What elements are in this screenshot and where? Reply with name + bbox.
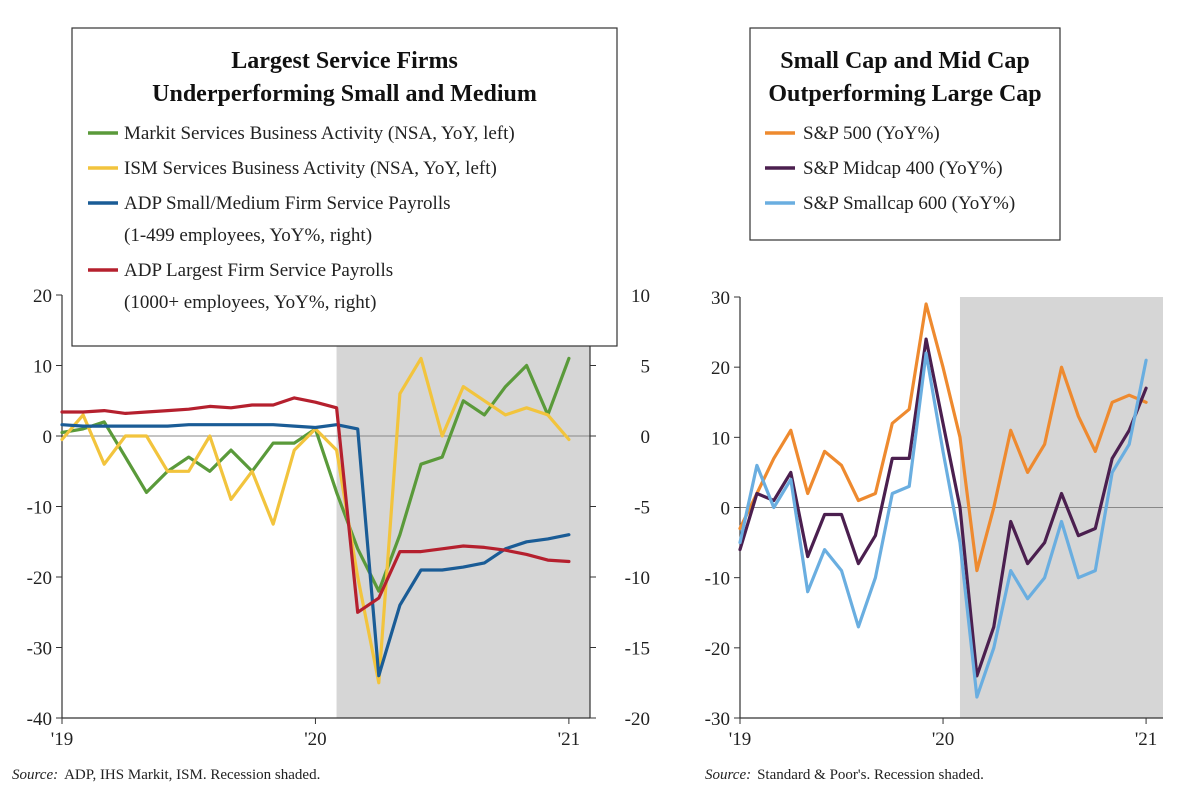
- left-y-tick-label: -40: [27, 709, 52, 730]
- right-y-tick-label: 0: [641, 427, 651, 448]
- series-line-1: [738, 337, 1148, 678]
- chart-title-line: Largest Service Firms: [231, 48, 458, 74]
- left-y-tick-label: 10: [33, 357, 52, 378]
- x-tick-label: '20: [304, 729, 326, 750]
- x-tick-label: '19: [729, 729, 751, 750]
- right-y-tick-label: -20: [625, 709, 650, 730]
- left-y-tick-label: 10: [711, 428, 730, 449]
- chart-title-line: Underperforming Small and Medium: [152, 81, 537, 107]
- left-y-tick-label: -10: [27, 498, 52, 519]
- right-y-tick-label: -10: [625, 568, 650, 589]
- source-label: Source:: [705, 767, 751, 783]
- x-tick-label: '21: [558, 729, 580, 750]
- left-y-tick-label: 0: [43, 427, 53, 448]
- left-y-tick-label: 0: [721, 499, 731, 520]
- legend-label-0: S&P 500 (YoY%): [803, 123, 940, 144]
- series-line-2: [738, 351, 1148, 699]
- source-note: Source: ADP, IHS Markit, ISM. Recession s…: [12, 767, 320, 783]
- chart-title-line: Outperforming Large Cap: [768, 81, 1041, 107]
- legend-label-2: ADP Small/Medium Firm Service Payrolls: [124, 193, 451, 214]
- left-y-tick-label: -10: [705, 569, 730, 590]
- left-y-tick-label: -20: [705, 639, 730, 660]
- legend-label-3-line2: (1000+ employees, YoY%, right): [124, 292, 376, 313]
- series-line-2: [60, 423, 571, 678]
- chart-title-line: Small Cap and Mid Cap: [780, 48, 1029, 74]
- legend-box: [749, 27, 1061, 241]
- x-tick-label: '21: [1135, 729, 1157, 750]
- right-y-tick-label: -5: [634, 498, 650, 519]
- legend-label-1: S&P Midcap 400 (YoY%): [803, 158, 1003, 179]
- left-y-tick-label: -30: [27, 639, 52, 660]
- legend-label-1: ISM Services Business Activity (NSA, YoY…: [124, 158, 497, 179]
- source-text: Standard & Poor's. Recession shaded.: [757, 767, 984, 783]
- source-text: ADP, IHS Markit, ISM. Recession shaded.: [64, 767, 320, 783]
- left-y-tick-label: 30: [711, 288, 730, 309]
- source-note: Source: Standard & Poor's. Recession shad…: [705, 767, 984, 783]
- legend-label-2: S&P Smallcap 600 (YoY%): [803, 193, 1015, 214]
- right-y-tick-label: 5: [641, 357, 651, 378]
- left-y-tick-label: 20: [33, 286, 52, 307]
- left-y-tick-label: -20: [27, 568, 52, 589]
- series-line-0: [738, 302, 1148, 573]
- left-y-tick-label: 20: [711, 358, 730, 379]
- legend-label-3: ADP Largest Firm Service Payrolls: [124, 260, 393, 281]
- legend-label-2-line2: (1-499 employees, YoY%, right): [124, 225, 372, 246]
- source-label: Source:: [12, 767, 58, 783]
- x-tick-label: '19: [51, 729, 73, 750]
- right-chart: 30 20 10 0 -10 -20 -30'19 '20 '21 Small Cap and M…: [705, 27, 1163, 783]
- right-y-tick-label: 10: [631, 286, 650, 307]
- x-tick-label: '20: [932, 729, 954, 750]
- left-chart: 20 10 0 -10 -20 -30 -40 10 5 0 -5 -10 -15 -20 '19 '20 '2…: [12, 27, 651, 783]
- recession-shading: [336, 295, 590, 718]
- left-y-tick-label: -30: [705, 709, 730, 730]
- right-y-tick-label: -15: [625, 639, 650, 660]
- series-line-3: [60, 396, 571, 614]
- legend-box: [71, 27, 618, 347]
- legend-label-0: Markit Services Business Activity (NSA, …: [124, 123, 515, 144]
